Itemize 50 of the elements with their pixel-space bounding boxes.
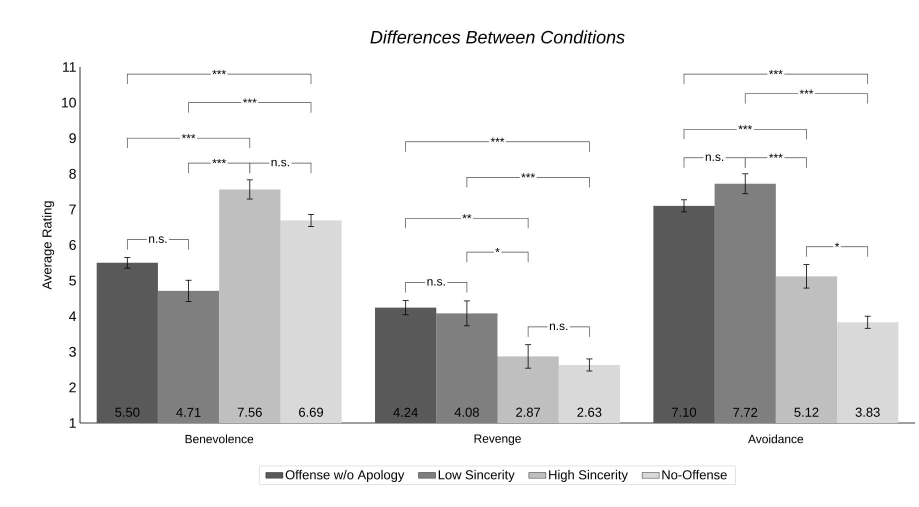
y-axis-title: Average Rating: [42, 201, 54, 290]
legend-label: Low Sincerity: [438, 470, 515, 482]
y-tick-label: 6: [69, 240, 76, 250]
data-label: 7.72: [733, 408, 758, 417]
annotation: ***: [242, 98, 257, 103]
annotation: ***: [182, 134, 196, 138]
annotation: n.s.: [550, 324, 568, 330]
y-tick-label: 7: [69, 204, 76, 214]
legend-label: Offense w/o Apology: [286, 470, 404, 482]
annotation: ***: [212, 159, 226, 164]
chart-title: Differences Between Conditions: [370, 30, 625, 44]
y-tick-label: 3: [69, 346, 76, 357]
annotation: **: [462, 214, 472, 218]
data-label: 4.24: [393, 408, 418, 417]
y-tick-label: 4: [69, 311, 76, 321]
data-label: 2.87: [516, 408, 540, 417]
data-label: 7.56: [238, 408, 262, 417]
annotation: ***: [738, 125, 752, 130]
x-tick-label: Avoidance: [748, 434, 804, 444]
data-label: 5.50: [115, 408, 140, 417]
data-label: 4.71: [176, 408, 201, 417]
y-tick-label: 5: [69, 276, 76, 286]
data-label: 5.12: [794, 408, 818, 417]
legend-label: No-Offense: [662, 470, 727, 480]
annotation: ***: [521, 173, 535, 178]
y-tick-label: 9: [69, 133, 76, 144]
annotation: ***: [212, 70, 226, 74]
annotation: n.s.: [706, 154, 724, 162]
data-label: 7.10: [672, 408, 696, 417]
annotation: *: [495, 248, 500, 252]
data-label: 2.63: [577, 408, 602, 417]
annotation: ***: [769, 154, 783, 158]
annotation: ***: [800, 90, 814, 94]
annotation: ***: [769, 70, 783, 74]
data-label: 3.83: [856, 408, 880, 417]
y-tick-label: 1: [70, 418, 76, 428]
y-tick-label: 8: [69, 168, 76, 179]
data-label: 6.69: [299, 408, 324, 417]
annotation: *: [834, 242, 840, 247]
y-tick-label: 10: [62, 98, 76, 108]
annotation: n.s.: [272, 160, 289, 166]
annotation: n.s.: [427, 279, 445, 286]
annotation: n.s.: [149, 236, 166, 243]
legend-label: High Sincerity: [549, 470, 628, 482]
y-tick-label: 11: [63, 62, 76, 72]
data-label: 4.08: [454, 408, 479, 417]
y-tick-label: 2: [69, 382, 76, 392]
x-tick-label: Benevolence: [186, 434, 254, 444]
annotation: ***: [490, 138, 504, 142]
x-tick-label: Revenge: [474, 434, 521, 446]
